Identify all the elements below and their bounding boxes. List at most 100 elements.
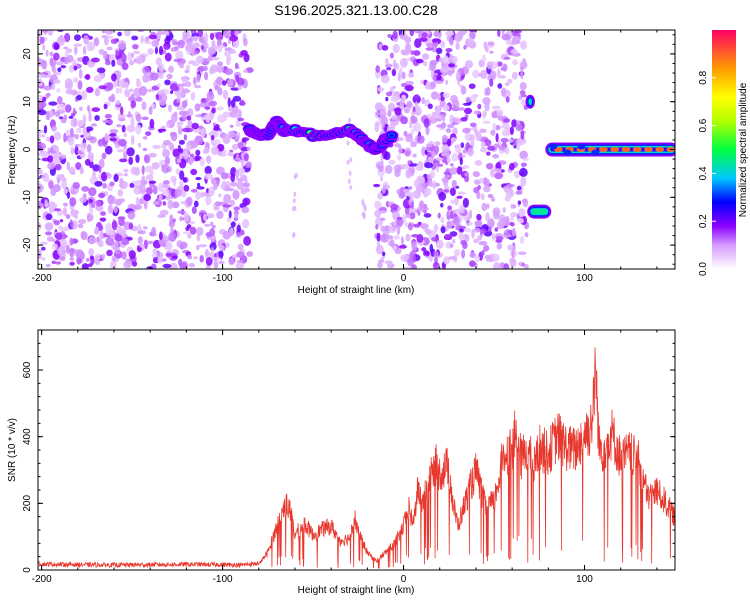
noise-speckle (400, 163, 410, 170)
noise-speckle (470, 122, 477, 128)
noise-speckle (49, 110, 54, 118)
noise-speckle (139, 86, 148, 96)
noise-speckle (462, 197, 469, 208)
noise-speckle (463, 45, 467, 50)
noise-speckle (190, 30, 197, 35)
noise-speckle (190, 188, 198, 193)
noise-speckle (293, 205, 297, 211)
noise-speckle (194, 156, 199, 162)
noise-speckle (104, 113, 112, 119)
noise-speckle (214, 85, 219, 91)
noise-speckle (450, 94, 458, 104)
noise-speckle (115, 87, 120, 94)
noise-speckle (55, 261, 62, 265)
noise-speckle (227, 78, 234, 87)
noise-speckle (445, 30, 455, 37)
noise-speckle (425, 250, 430, 257)
noise-speckle (416, 135, 425, 144)
noise-speckle (483, 244, 490, 252)
noise-speckle (478, 241, 488, 246)
noise-speckle (164, 156, 171, 165)
noise-speckle (236, 224, 241, 233)
noise-speckle (63, 189, 68, 195)
noise-speckle (422, 53, 430, 60)
noise-speckle (151, 40, 159, 47)
noise-speckle (480, 69, 488, 79)
noise-speckle (172, 201, 180, 209)
noise-speckle (438, 192, 447, 201)
signal-hotspot (598, 147, 608, 152)
noise-speckle (236, 251, 245, 258)
noise-speckle (107, 204, 113, 214)
noise-speckle (449, 114, 455, 125)
noise-speckle (493, 168, 502, 173)
noise-speckle (51, 260, 57, 265)
noise-speckle (88, 136, 97, 144)
noise-speckle (195, 55, 205, 64)
noise-speckle (495, 124, 501, 131)
noise-speckle (135, 55, 144, 65)
noise-speckle (127, 261, 131, 267)
noise-speckle (476, 213, 482, 221)
noise-speckle (55, 61, 64, 66)
noise-speckle (101, 34, 108, 39)
noise-speckle (479, 177, 485, 184)
noise-speckle (143, 239, 148, 250)
noise-speckle (399, 67, 403, 76)
noise-speckle (501, 129, 511, 137)
signal-hotspot (549, 143, 558, 150)
noise-speckle (101, 171, 108, 182)
noise-speckle (38, 30, 42, 38)
noise-speckle (476, 191, 481, 200)
noise-speckle (88, 248, 95, 257)
noise-speckle (91, 203, 96, 208)
noise-speckle (69, 237, 74, 246)
noise-speckle (38, 57, 42, 67)
noise-speckle (524, 232, 529, 238)
noise-speckle (74, 214, 78, 219)
noise-speckle (413, 223, 421, 228)
noise-speckle (88, 113, 92, 122)
noise-speckle (44, 222, 54, 231)
noise-speckle (124, 89, 131, 98)
noise-speckle (193, 50, 199, 55)
noise-speckle (88, 187, 97, 197)
noise-speckle (53, 220, 60, 226)
noise-speckle (411, 138, 415, 142)
noise-speckle (102, 50, 108, 60)
noise-speckle (504, 232, 511, 236)
noise-speckle (171, 255, 178, 259)
noise-speckle (46, 236, 55, 241)
noise-speckle (433, 145, 440, 154)
noise-speckle (224, 68, 234, 76)
noise-speckle (503, 185, 510, 193)
signal-hotspot (577, 143, 586, 150)
noise-speckle (217, 143, 225, 152)
noise-speckle (69, 257, 75, 261)
noise-speckle (46, 136, 51, 142)
noise-speckle (375, 244, 384, 255)
noise-speckle (396, 218, 404, 226)
noise-speckle (380, 225, 386, 232)
noise-speckle (246, 146, 251, 152)
noise-speckle (209, 228, 216, 237)
noise-speckle (101, 30, 106, 34)
noise-speckle (450, 137, 457, 143)
noise-speckle (519, 66, 525, 71)
noise-speckle (468, 30, 477, 33)
noise-speckle (45, 213, 53, 221)
noise-speckle (511, 37, 515, 45)
noise-speckle (519, 150, 528, 160)
noise-speckle (204, 173, 213, 180)
noise-speckle (510, 203, 514, 209)
noise-speckle (52, 79, 61, 84)
noise-speckle (148, 152, 157, 158)
noise-speckle (148, 180, 157, 184)
noise-speckle (452, 117, 459, 123)
noise-speckle (154, 46, 159, 55)
noise-speckle (474, 255, 480, 263)
noise-speckle (480, 147, 488, 153)
noise-speckle (433, 251, 438, 256)
noise-speckle (440, 226, 446, 234)
noise-speckle (520, 162, 527, 167)
